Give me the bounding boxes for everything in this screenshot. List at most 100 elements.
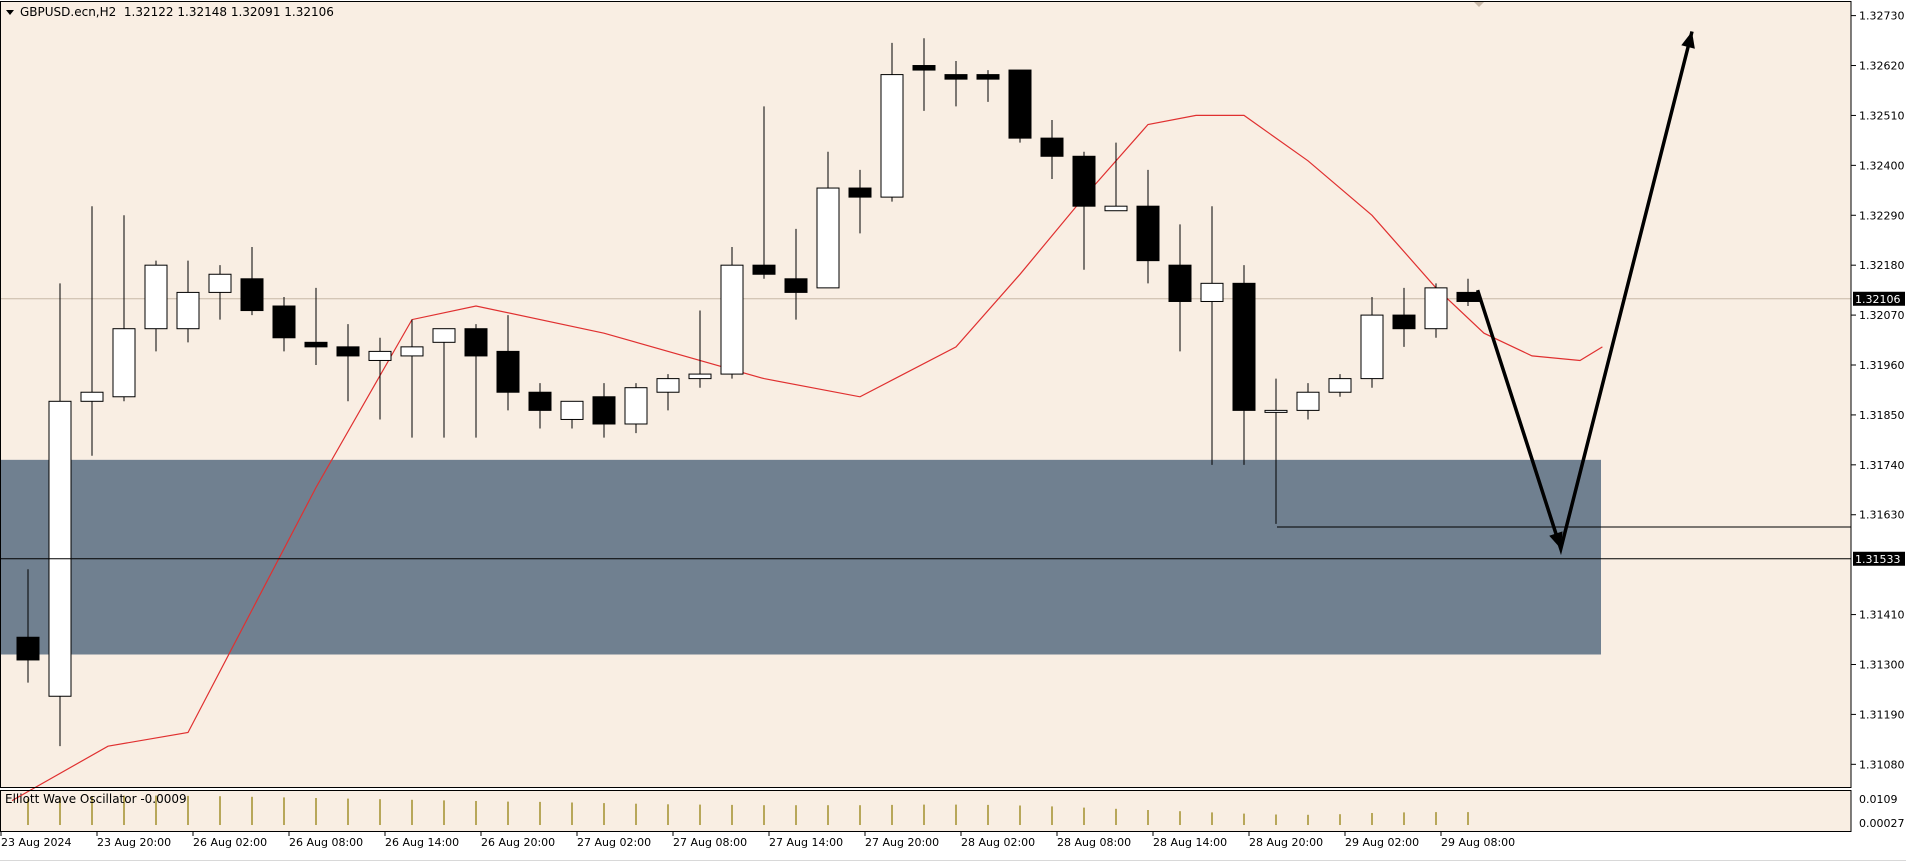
oscillator-pane-background xyxy=(0,791,1851,831)
candle-body xyxy=(1360,314,1384,380)
oscillator-bar xyxy=(1211,812,1213,825)
oscillator-bar xyxy=(315,798,317,825)
candle-body xyxy=(1232,282,1256,411)
oscillator-bar xyxy=(827,805,829,825)
oscillator-tick-label: 0.00027 xyxy=(1859,817,1905,830)
candle xyxy=(1136,169,1160,284)
candle-body xyxy=(560,400,584,420)
candle-body xyxy=(1200,282,1224,302)
candle-body xyxy=(464,328,488,357)
candle-body xyxy=(208,273,232,293)
candle-body xyxy=(496,350,520,393)
candle xyxy=(656,374,680,411)
oscillator-bar xyxy=(1403,812,1405,825)
oscillator-bar xyxy=(539,801,541,825)
candle xyxy=(400,319,424,438)
y-tick-label: 1.31960 xyxy=(1859,359,1905,372)
candle xyxy=(1040,119,1064,179)
y-tick-label: 1.32510 xyxy=(1859,109,1905,122)
price-pane-border xyxy=(0,1,1852,788)
candle-body xyxy=(784,278,808,293)
candle-body xyxy=(624,387,648,425)
oscillator-bar xyxy=(667,804,669,825)
x-tick-label: 27 Aug 14:00 xyxy=(769,836,843,849)
candle xyxy=(48,283,72,747)
x-tick-label: 23 Aug 2024 xyxy=(1,836,71,849)
current-price-label: 1.32106 xyxy=(1855,293,1901,306)
candle-body xyxy=(272,305,296,339)
candle-body xyxy=(304,341,328,348)
candle xyxy=(592,383,616,438)
x-tick-label: 28 Aug 08:00 xyxy=(1057,836,1131,849)
demand-zone xyxy=(0,459,1601,655)
candle-body xyxy=(1328,378,1352,393)
oscillator-bar xyxy=(891,804,893,825)
oscillator-bar xyxy=(1179,811,1181,825)
candle-body xyxy=(240,278,264,312)
oscillator-bar xyxy=(123,795,125,825)
candle-body xyxy=(848,187,872,198)
x-tick-label: 29 Aug 02:00 xyxy=(1345,836,1419,849)
y-tick-label: 1.31300 xyxy=(1859,658,1905,671)
oscillator-bar xyxy=(795,805,797,825)
candle xyxy=(528,383,552,429)
oscillator-tick-label: 0.0109 xyxy=(1859,793,1898,806)
high-value: 1.32148 xyxy=(177,5,227,19)
candle-body xyxy=(1136,205,1160,262)
candle-body xyxy=(1008,69,1032,139)
candle-body xyxy=(944,74,968,80)
candle xyxy=(976,70,1000,102)
oscillator-bar xyxy=(187,795,189,825)
oscillator-bar xyxy=(443,800,445,825)
oscillator-bar xyxy=(1435,812,1437,825)
price-pane-background xyxy=(0,2,1851,787)
candle xyxy=(1104,142,1128,212)
x-tick-label: 28 Aug 20:00 xyxy=(1249,836,1323,849)
oscillator-pane-border xyxy=(0,790,1852,832)
y-tick-label: 1.31190 xyxy=(1859,708,1905,721)
moving-average-line xyxy=(11,114,1603,802)
candle xyxy=(784,228,808,320)
candle-body xyxy=(1072,155,1096,207)
oscillator-bar xyxy=(1083,807,1085,825)
candle-body xyxy=(1456,291,1480,302)
x-tick-label: 29 Aug 08:00 xyxy=(1441,836,1515,849)
candle-body xyxy=(1104,205,1128,212)
candle xyxy=(944,60,968,107)
candle-body xyxy=(432,328,456,343)
candle xyxy=(336,324,360,402)
candle-body xyxy=(368,350,392,361)
candle-body xyxy=(176,291,200,330)
candle-body xyxy=(1424,287,1448,330)
candle-body xyxy=(1264,409,1288,413)
y-tick-label: 1.31850 xyxy=(1859,409,1905,422)
candle xyxy=(1328,374,1352,397)
candle-body xyxy=(816,187,840,289)
oscillator-bar xyxy=(1275,814,1277,825)
oscillator-bar xyxy=(1115,808,1117,825)
candle xyxy=(112,215,136,402)
symbol-label: GBPUSD.ecn,H2 xyxy=(20,5,117,19)
oscillator-bar xyxy=(59,797,61,825)
oscillator-bar xyxy=(955,804,957,825)
close-value: 1.32106 xyxy=(284,5,334,19)
candle xyxy=(16,569,40,683)
x-tick-label: 27 Aug 20:00 xyxy=(865,836,939,849)
oscillator-bar xyxy=(347,798,349,825)
candle xyxy=(752,106,776,279)
oscillator-bar xyxy=(1147,810,1149,825)
candle xyxy=(688,310,712,388)
candle-body xyxy=(1296,391,1320,411)
oscillator-bar xyxy=(923,804,925,825)
candle xyxy=(816,151,840,289)
candle xyxy=(176,260,200,343)
dropdown-triangle-icon[interactable] xyxy=(6,10,14,15)
candle xyxy=(304,287,328,366)
oscillator-bar xyxy=(507,801,509,825)
candle xyxy=(1392,287,1416,347)
candle xyxy=(1232,265,1256,465)
candle-body xyxy=(976,74,1000,80)
x-tick-label: 27 Aug 08:00 xyxy=(673,836,747,849)
